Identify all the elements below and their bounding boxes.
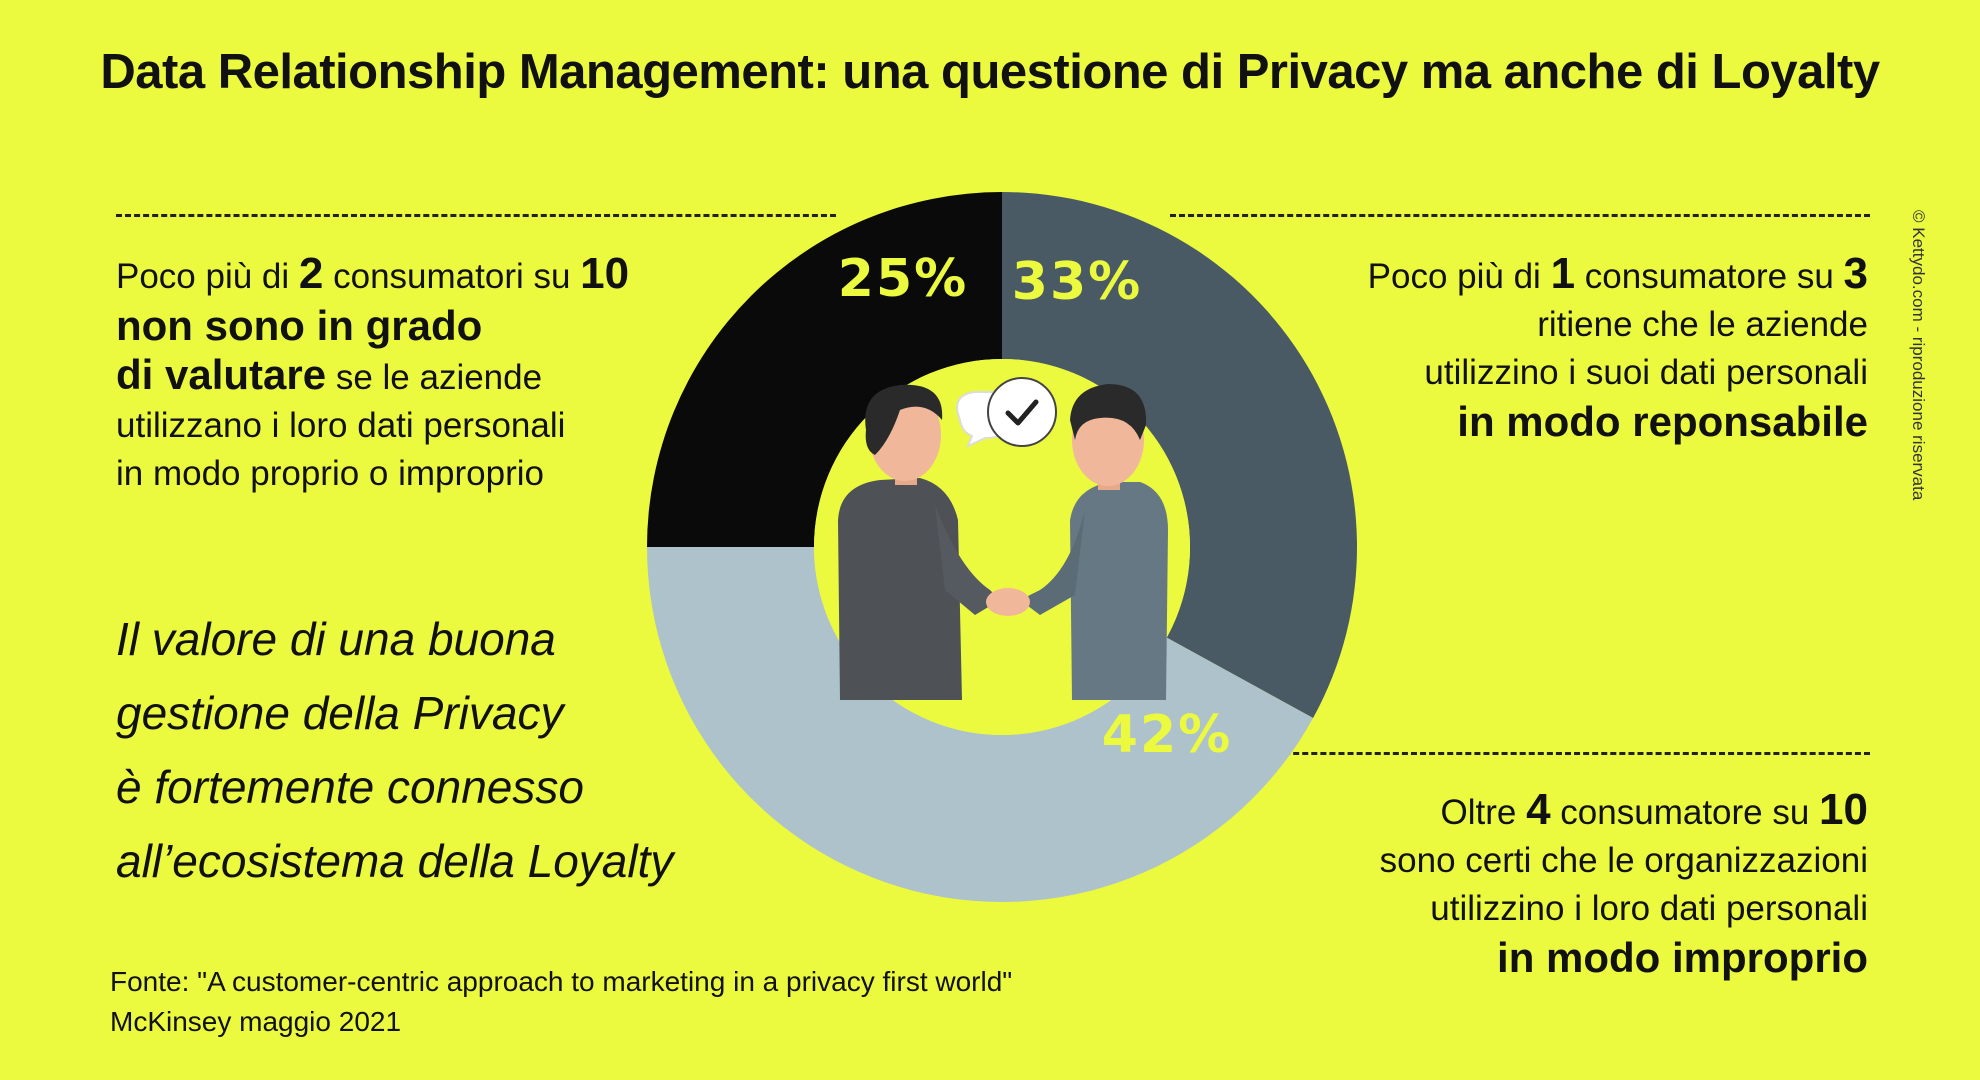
left-num-2: 2 [298,249,324,298]
slice-label-42: 42% [1102,705,1232,765]
slice-label-33: 33% [1012,252,1142,312]
right-bottom-num-4: 4 [1526,785,1551,834]
left-line-3: di valutare se le aziende [116,351,629,402]
right-bottom-text: consumatore su [1550,793,1820,832]
divider-left [116,214,836,217]
left-highlight-2: di valutare [116,351,327,398]
right-bottom-text-block: Oltre 4 consumatore su 10 sono certi che… [1380,786,1868,983]
right-bottom-line-2: sono certi che le organizzazioni [1379,841,1868,880]
right-top-line-1: Poco più di 1 consumatore su 3 [1368,250,1868,301]
source-line-2: McKinsey maggio 2021 [110,1006,402,1037]
left-text: se le aziende [326,358,543,397]
right-top-num-1: 1 [1550,249,1576,298]
right-top-text: consumatore su [1575,257,1844,296]
left-line-5: in modo proprio o improprio [116,454,544,493]
left-num-10: 10 [580,249,630,298]
right-bottom-line-1: Oltre 4 consumatore su 10 [1380,786,1868,837]
divider-right-top [1170,214,1870,217]
left-highlight-1: non sono in grado [116,302,483,349]
right-top-line-3: utilizzino i suoi dati personali [1424,353,1868,392]
donut-slice-33 [1002,192,1357,719]
left-text-block: Poco più di 2 consumatori su 10 non sono… [116,250,629,498]
source-note: Fonte: "A customer-centric approach to m… [110,962,1012,1042]
slice-label-25: 25% [838,249,968,309]
source-line-1: Fonte: "A customer-centric approach to m… [110,966,1013,997]
quote-line: è fortemente connesso [116,761,584,813]
copyright-note: © Kettydo.com - riproduzione riservata [1909,210,1928,501]
left-text: Poco più di [116,257,299,296]
quote-line: gestione della Privacy [116,687,564,739]
right-bottom-text: Oltre [1440,793,1527,832]
donut-slice-42 [647,547,1314,902]
quote-block: Il valore di una buona gestione della Pr… [116,602,673,898]
left-text: consumatori su [323,257,581,296]
donut-slice-25 [647,192,1002,547]
page-title: Data Relationship Management: una questi… [100,45,1880,99]
handshake-illustration [838,377,1168,700]
divider-right-bottom [1266,752,1870,755]
left-line-1: Poco più di 2 consumatori su 10 [116,250,629,301]
right-top-text: Poco più di [1367,257,1551,296]
quote-line: Il valore di una buona [116,613,556,665]
right-top-highlight: in modo reponsabile [1457,398,1868,445]
left-line-4: utilizzano i loro dati personali [116,406,566,445]
checkmark-icon [987,377,1057,447]
quote-line: all’ecosistema della Loyalty [116,835,674,887]
right-bottom-num-10: 10 [1819,785,1868,834]
right-top-num-3: 3 [1843,249,1868,298]
right-bottom-line-3: utilizzino i loro dati personali [1430,889,1868,928]
right-top-text-block: Poco più di 1 consumatore su 3 ritiene c… [1368,250,1868,447]
right-top-line-2: ritiene che le aziende [1537,305,1868,344]
right-bottom-highlight: in modo improprio [1497,934,1868,981]
